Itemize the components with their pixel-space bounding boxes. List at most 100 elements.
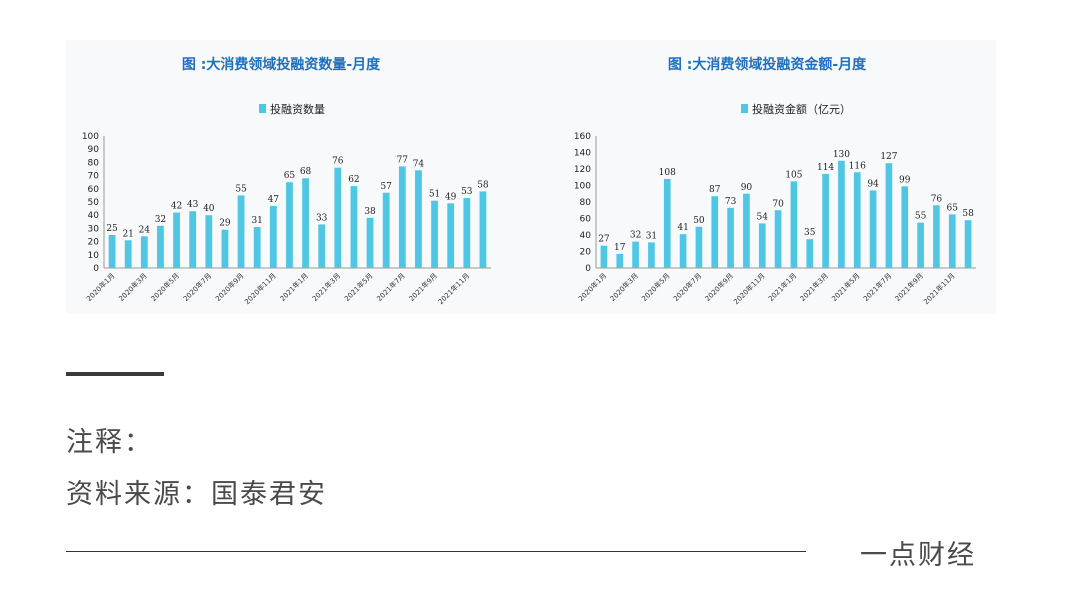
chart-2-data-label: 90: [741, 183, 753, 193]
chart-amount-panel: 图 :大消费领域投融资金额-月度 投融资金额（亿元） 0 20 40 60 80 100 120…: [536, 40, 996, 314]
chart-1-x-tick: 2021年3月: [310, 271, 342, 303]
chart-1-x-tick: 2020年3月: [117, 271, 149, 303]
chart-1-x-tick: 2020年11月: [243, 271, 278, 306]
chart-2-bar: [885, 163, 893, 268]
chart-1-x-tick: 2020年7月: [181, 271, 213, 303]
figure-image: 图 :大消费领域投融资数量-月度 投融资数量 0 10 20 30 40 50 60 70 80 90…: [66, 40, 996, 314]
chart-2-x-tick: 2021年9月: [893, 271, 925, 303]
chart-1-x-tick: 2021年5月: [342, 271, 374, 303]
chart-1-y-tick: 60: [88, 185, 100, 195]
chart-1-data-label: 55: [235, 184, 247, 194]
chart-1-y-tick: 30: [88, 224, 100, 234]
chart-2-data-label: 32: [630, 231, 641, 241]
chart-2-bar: [933, 205, 940, 268]
divider-long: [66, 551, 806, 552]
chart-1-bar: [350, 186, 358, 268]
chart-2-bar: [948, 214, 956, 268]
chart-1-data-label: 21: [122, 229, 133, 239]
chart-1-data-label: 62: [348, 175, 359, 185]
chart-1-data-label: 31: [251, 216, 262, 226]
chart-2-x-tick: 2021年3月: [798, 271, 830, 303]
chart-2-data-label: 58: [962, 209, 974, 219]
chart-1-data-label: 42: [171, 202, 182, 212]
chart-2-bar: [679, 234, 687, 268]
chart-1-data-label: 32: [155, 215, 166, 225]
chart-1-y-tick: 50: [88, 198, 100, 208]
chart-1-x-tick: 2020年9月: [213, 271, 245, 303]
chart-2-data-label: 116: [849, 161, 866, 171]
chart-2-data-label: 130: [833, 150, 850, 160]
chart-2-x-tick: 2021年1月: [766, 271, 798, 303]
chart-2-bar: [600, 245, 608, 268]
chart-2-legend-swatch: [741, 104, 748, 113]
chart-1-bar: [173, 212, 180, 268]
chart-1-data-label: 53: [461, 187, 473, 197]
chart-2-bar: [917, 222, 924, 268]
chart-1-x-tick: 2021年11月: [436, 271, 471, 306]
chart-1-data-label: 40: [203, 204, 215, 214]
chart-1-bar: [382, 192, 390, 268]
chart-1-x-tick: 2021年1月: [278, 271, 310, 303]
chart-1-y-tick: 20: [88, 238, 100, 248]
chart-1-y-tick: 70: [88, 172, 100, 182]
chart-2-data-label: 94: [867, 179, 879, 189]
divider-short: [66, 372, 164, 376]
chart-2-y-tick: 140: [574, 149, 591, 159]
chart-1-bar: [334, 167, 342, 268]
chart-1-data-label: 65: [284, 171, 296, 181]
chart-1-bar: [140, 236, 148, 268]
chart-2-data-label: 87: [709, 185, 721, 195]
chart-1-x-tick: 2021年9月: [407, 271, 439, 303]
chart-1-bar: [286, 182, 293, 268]
chart-1-bar: [318, 224, 326, 268]
chart-2-data-label: 27: [598, 235, 610, 245]
chart-2-x-tick: 2020年1月: [576, 271, 608, 303]
chart-1-legend-swatch: [259, 104, 266, 113]
chart-1-data-label: 33: [316, 213, 328, 223]
chart-1-y-tick: 100: [82, 132, 99, 142]
chart-2-data-label: 99: [899, 175, 911, 185]
chart-1-y-tick: 90: [88, 145, 100, 155]
chart-2-x-tick: 2021年5月: [830, 271, 862, 303]
chart-2-data-label: 70: [772, 199, 784, 209]
chart-2-bar: [711, 196, 719, 268]
chart-1-y-tick: 10: [88, 251, 100, 261]
chart-2-bar: [758, 223, 766, 268]
chart-2-data-label: 108: [659, 168, 676, 178]
source-line: 资料来源：国泰君安: [66, 479, 327, 510]
chart-1-data-label: 25: [106, 224, 118, 234]
chart-1-bar: [479, 191, 487, 268]
chart-1-bar: [415, 170, 422, 268]
chart-2-bar: [648, 242, 655, 268]
chart-1-bar: [205, 215, 213, 268]
chart-1-data-label: 38: [364, 207, 376, 217]
chart-2-bar: [616, 253, 624, 268]
chart-2-bar: [806, 239, 814, 268]
chart-2-y-tick: 60: [580, 215, 592, 225]
chart-2-data-label: 31: [646, 231, 657, 241]
chart-1-bar: [237, 195, 245, 268]
chart-2-bar: [774, 210, 782, 268]
chart-2-x-tick: 2020年7月: [671, 271, 703, 303]
chart-2-x-tick: 2020年5月: [640, 271, 672, 303]
chart-2-bar: [663, 178, 671, 268]
chart-count-panel: 图 :大消费领域投融资数量-月度 投融资数量 0 10 20 30 40 50 60 70 80 90…: [66, 40, 516, 314]
chart-1-bar: [269, 205, 277, 268]
chart-1-data-label: 68: [300, 167, 312, 177]
chart-2-bar: [695, 226, 703, 268]
chart-2-bar: [838, 160, 845, 268]
chart-2-data-label: 73: [725, 197, 737, 207]
chart-1-bar: [447, 203, 455, 268]
chart-1-bar: [431, 200, 438, 268]
chart-1-bar: [463, 198, 471, 268]
chart-1-data-label: 29: [219, 219, 231, 229]
chart-1-data-label: 47: [268, 195, 280, 205]
chart-1-title: 图 :大消费领域投融资数量-月度: [182, 56, 381, 73]
chart-2-bar: [901, 186, 909, 268]
chart-1-data-label: 51: [429, 190, 440, 200]
chart-2-bar: [869, 190, 877, 268]
chart-2-bar: [632, 241, 639, 268]
chart-1-bar: [157, 225, 164, 268]
chart-2-x-tick: 2020年11月: [731, 271, 766, 306]
